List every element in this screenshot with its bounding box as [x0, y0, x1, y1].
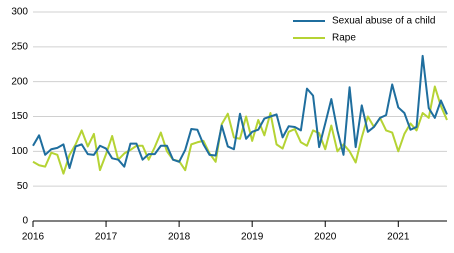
- legend-label: Rape: [332, 33, 356, 44]
- y-tick-label: 300: [11, 7, 28, 18]
- y-tick-label: 0: [22, 216, 28, 227]
- y-tick-label: 250: [11, 41, 28, 52]
- y-tick-label: 150: [11, 111, 28, 122]
- y-tick-label: 50: [17, 181, 29, 192]
- x-tick-label: 2017: [95, 232, 118, 243]
- y-tick-label: 100: [11, 146, 28, 157]
- x-tick-label: 2021: [387, 232, 410, 243]
- y-tick-label: 200: [11, 76, 28, 87]
- legend-label: Sexual abuse of a child: [332, 16, 435, 27]
- x-tick-label: 2018: [168, 232, 191, 243]
- x-tick-label: 2020: [314, 232, 337, 243]
- x-tick-label: 2019: [241, 232, 264, 243]
- series-line: [32, 54, 448, 170]
- series-line: [32, 85, 448, 175]
- x-tick-label: 2016: [22, 232, 45, 243]
